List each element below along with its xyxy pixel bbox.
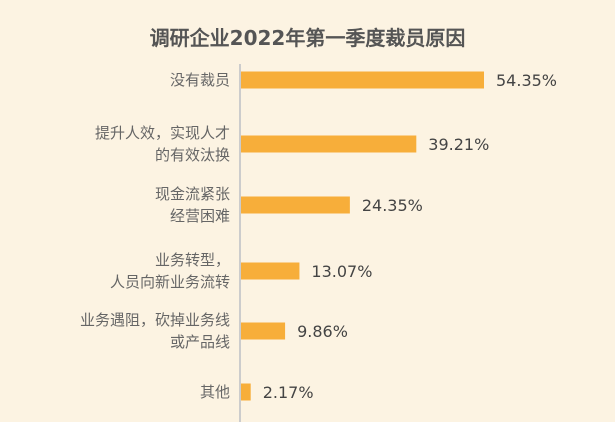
category-label: 提升人效，实现人才 xyxy=(95,124,230,142)
category-label: 人员向新业务流转 xyxy=(110,273,230,291)
data-label: 9.86% xyxy=(297,322,348,341)
category-label: 没有裁员 xyxy=(170,71,230,89)
data-label: 24.35% xyxy=(362,196,423,215)
bar xyxy=(241,196,350,214)
data-label: 13.07% xyxy=(311,262,372,281)
category-label: 现金流紧张 xyxy=(155,185,230,203)
category-label: 或产品线 xyxy=(170,333,230,351)
category-label: 业务转型， xyxy=(155,251,230,269)
bar xyxy=(241,322,286,340)
data-label: 39.21% xyxy=(428,135,489,154)
bar xyxy=(241,383,251,401)
data-label: 2.17% xyxy=(263,383,314,402)
data-label: 54.35% xyxy=(496,71,557,90)
category-label: 的有效汰换 xyxy=(155,146,230,164)
bar xyxy=(241,71,484,89)
bar xyxy=(241,135,417,153)
category-label: 其他 xyxy=(200,383,230,401)
bar xyxy=(241,262,300,280)
category-label: 经营困难 xyxy=(170,207,230,225)
category-label: 业务遇阻，砍掉业务线 xyxy=(80,311,230,329)
chart-title: 调研企业2022年第一季度裁员原因 xyxy=(149,26,466,50)
